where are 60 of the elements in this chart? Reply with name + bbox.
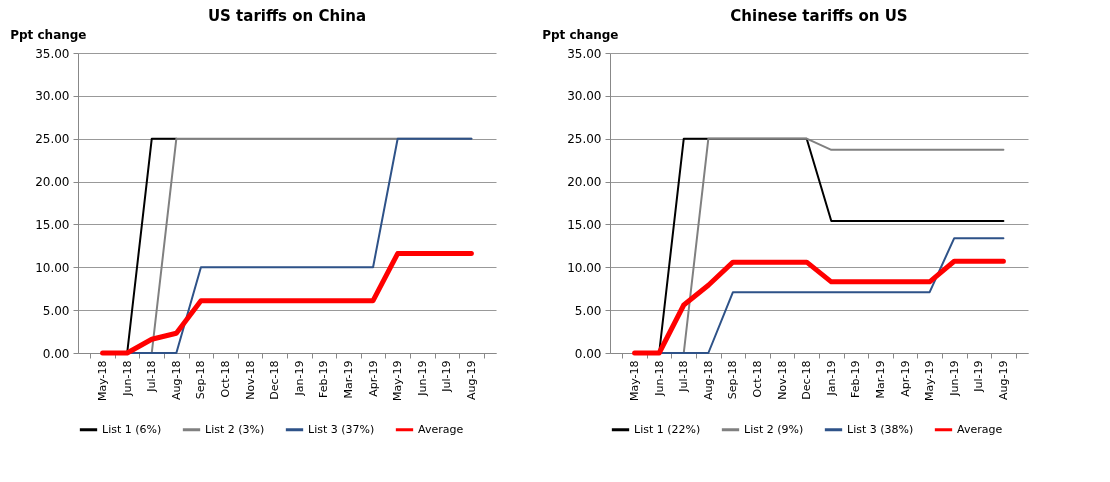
x-tick-label: Jul-18 [677, 360, 691, 393]
legend-label: List 1 (6%) [102, 422, 162, 436]
x-tick-label: Apr-19 [366, 360, 380, 397]
x-tick-label: Sep-18 [194, 360, 208, 400]
y-tick-label: 30.00 [567, 89, 602, 104]
x-tick-label: Aug-18 [701, 360, 715, 400]
x-tick-label: Jul-19 [972, 360, 986, 393]
x-tick-label: May-18 [96, 360, 110, 402]
x-tick-label: Jun-18 [120, 360, 134, 397]
x-tick-label: May-19 [923, 360, 937, 402]
x-tick-label: Aug-18 [169, 360, 183, 400]
y-tick-label: 35.00 [35, 46, 70, 61]
x-tick-label: May-19 [391, 360, 405, 402]
legend-label: List 1 (22%) [634, 422, 701, 436]
y-axis-title: Ppt change [542, 27, 619, 42]
legend-label: List 2 (3%) [205, 422, 265, 436]
legend-label: List 3 (38%) [847, 422, 914, 436]
legend-label: List 2 (9%) [744, 422, 804, 436]
y-tick-label: 30.00 [35, 89, 70, 104]
y-tick-label: 10.00 [567, 260, 602, 275]
x-tick-label: Jan-19 [824, 360, 838, 397]
x-tick-label: Nov-18 [775, 360, 789, 400]
x-tick-label: Jan-19 [292, 360, 306, 397]
legend-label: List 3 (37%) [308, 422, 375, 436]
x-tick-label: Sep-18 [726, 360, 740, 400]
chart-title: US tariffs on China [207, 7, 367, 25]
y-tick-label: 35.00 [567, 46, 602, 61]
legend-label: Average [418, 422, 464, 436]
x-tick-label: Jul-18 [145, 360, 159, 393]
y-axis-title: Ppt change [10, 27, 87, 42]
x-tick-label: Aug-19 [996, 360, 1010, 400]
y-tick-label: 25.00 [567, 132, 602, 147]
x-tick-label: Dec-18 [800, 360, 814, 400]
x-tick-label: May-18 [628, 360, 642, 402]
x-tick-label: Jul-19 [440, 360, 454, 393]
y-tick-label: 5.00 [42, 303, 70, 318]
x-tick-label: Apr-19 [898, 360, 912, 397]
y-tick-label: 0.00 [574, 346, 602, 361]
x-tick-label: Nov-18 [243, 360, 257, 400]
x-tick-label: Oct-18 [751, 360, 765, 398]
y-tick-label: 15.00 [35, 217, 70, 232]
legend-label: Average [957, 422, 1003, 436]
x-tick-label: Oct-18 [219, 360, 233, 398]
y-tick-label: 0.00 [42, 346, 70, 361]
y-tick-label: 20.00 [35, 175, 70, 190]
y-tick-label: 15.00 [567, 217, 602, 232]
x-tick-label: Feb-19 [849, 360, 863, 398]
x-tick-label: Aug-19 [464, 360, 478, 400]
x-tick-label: Mar-19 [873, 360, 887, 399]
y-tick-label: 5.00 [574, 303, 602, 318]
x-tick-label: Jun-19 [415, 360, 429, 397]
x-tick-label: Dec-18 [268, 360, 282, 400]
x-tick-label: Jun-19 [947, 360, 961, 397]
chart-title: Chinese tariffs on US [730, 7, 908, 25]
x-tick-label: Jun-18 [652, 360, 666, 397]
x-tick-label: Mar-19 [341, 360, 355, 399]
y-tick-label: 20.00 [567, 175, 602, 190]
x-tick-label: Feb-19 [317, 360, 331, 398]
y-tick-label: 10.00 [35, 260, 70, 275]
y-tick-label: 25.00 [35, 132, 70, 147]
